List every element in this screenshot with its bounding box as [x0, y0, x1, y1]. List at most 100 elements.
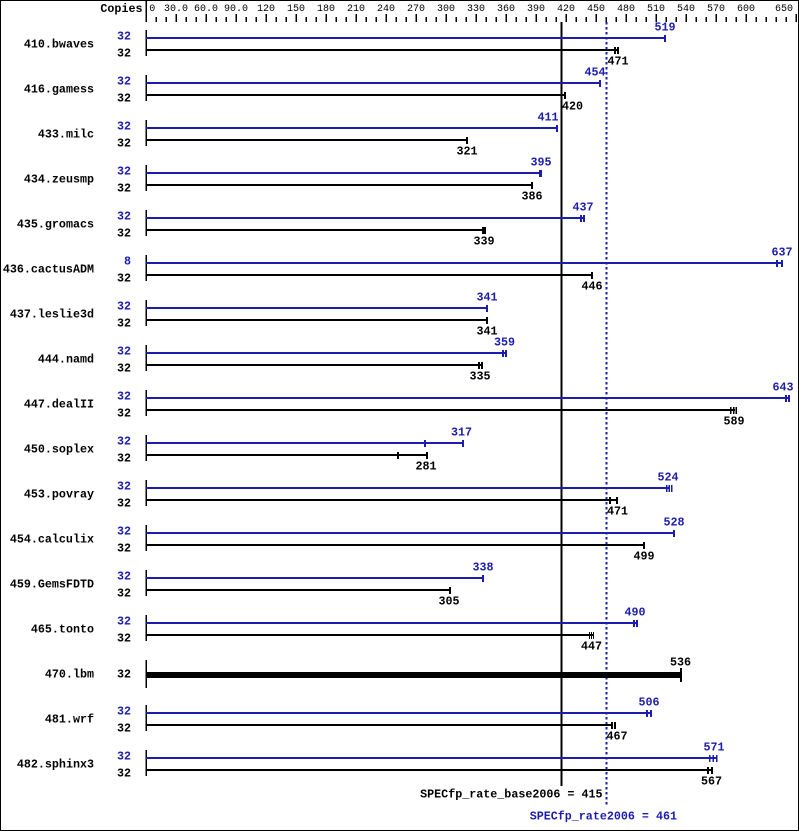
svg-text:SPECfp_rate_base2006 = 415: SPECfp_rate_base2006 = 415 — [420, 788, 602, 802]
svg-text:450.soplex: 450.soplex — [24, 443, 94, 457]
svg-text:481.wrf: 481.wrf — [45, 713, 94, 727]
svg-text:499: 499 — [633, 550, 654, 564]
svg-text:453.povray: 453.povray — [24, 488, 94, 502]
svg-text:60.0: 60.0 — [194, 4, 218, 15]
svg-text:437.leslie3d: 437.leslie3d — [10, 308, 94, 322]
svg-text:32: 32 — [117, 480, 131, 494]
svg-text:341: 341 — [476, 291, 497, 305]
svg-text:359: 359 — [494, 336, 515, 350]
svg-text:436.cactusADM: 436.cactusADM — [3, 263, 94, 277]
svg-text:32: 32 — [117, 120, 131, 134]
svg-text:32: 32 — [117, 497, 131, 511]
svg-text:150: 150 — [287, 4, 305, 15]
svg-text:305: 305 — [438, 595, 459, 609]
svg-text:454: 454 — [584, 66, 605, 80]
svg-text:433.milc: 433.milc — [38, 128, 94, 142]
svg-text:300: 300 — [437, 4, 455, 15]
svg-text:32: 32 — [117, 767, 131, 781]
svg-text:32: 32 — [117, 362, 131, 376]
svg-text:637: 637 — [771, 246, 792, 260]
svg-text:450: 450 — [587, 4, 605, 15]
svg-text:459.GemsFDTD: 459.GemsFDTD — [10, 578, 94, 592]
svg-text:650: 650 — [775, 4, 793, 15]
svg-text:240: 240 — [377, 4, 395, 15]
svg-text:447: 447 — [581, 640, 602, 654]
svg-text:528: 528 — [663, 516, 684, 530]
svg-text:32: 32 — [117, 542, 131, 556]
svg-text:32: 32 — [117, 587, 131, 601]
svg-text:32: 32 — [117, 632, 131, 646]
svg-text:32: 32 — [117, 722, 131, 736]
svg-text:32: 32 — [117, 345, 131, 359]
svg-text:435.gromacs: 435.gromacs — [17, 218, 94, 232]
svg-text:90.0: 90.0 — [224, 4, 248, 15]
svg-text:510: 510 — [647, 4, 665, 15]
svg-text:32: 32 — [117, 317, 131, 331]
svg-text:339: 339 — [473, 235, 494, 249]
svg-text:341: 341 — [476, 325, 497, 339]
svg-text:571: 571 — [703, 741, 724, 755]
svg-text:395: 395 — [530, 156, 551, 170]
svg-text:120: 120 — [257, 4, 275, 15]
svg-text:32: 32 — [117, 525, 131, 539]
svg-text:444.namd: 444.namd — [38, 353, 94, 367]
svg-text:32: 32 — [117, 300, 131, 314]
svg-text:281: 281 — [415, 460, 436, 474]
svg-text:570: 570 — [707, 4, 725, 15]
svg-text:338: 338 — [472, 561, 493, 575]
svg-text:0: 0 — [149, 4, 155, 15]
svg-text:32: 32 — [117, 182, 131, 196]
svg-text:360: 360 — [497, 4, 515, 15]
svg-text:437: 437 — [572, 201, 593, 215]
svg-text:32: 32 — [117, 615, 131, 629]
svg-text:30.0: 30.0 — [164, 4, 188, 15]
svg-text:210: 210 — [347, 4, 365, 15]
svg-text:SPECfp_rate2006 = 461: SPECfp_rate2006 = 461 — [530, 810, 677, 824]
svg-text:335: 335 — [469, 370, 490, 384]
svg-text:317: 317 — [451, 426, 472, 440]
svg-text:471: 471 — [607, 505, 628, 519]
svg-text:420: 420 — [557, 4, 575, 15]
svg-text:32: 32 — [117, 390, 131, 404]
svg-text:32: 32 — [117, 165, 131, 179]
svg-text:390: 390 — [527, 4, 545, 15]
svg-text:32: 32 — [117, 452, 131, 466]
svg-text:482.sphinx3: 482.sphinx3 — [17, 758, 94, 772]
svg-text:446: 446 — [581, 280, 602, 294]
svg-text:519: 519 — [654, 21, 675, 35]
svg-text:270: 270 — [407, 4, 425, 15]
svg-text:410.bwaves: 410.bwaves — [24, 38, 94, 52]
svg-text:411: 411 — [537, 111, 558, 125]
svg-text:32: 32 — [117, 435, 131, 449]
svg-text:454.calculix: 454.calculix — [10, 533, 94, 547]
svg-text:180: 180 — [317, 4, 335, 15]
svg-text:471: 471 — [607, 55, 628, 69]
svg-text:32: 32 — [117, 272, 131, 286]
svg-text:8: 8 — [124, 255, 131, 269]
svg-text:567: 567 — [701, 775, 722, 789]
svg-text:386: 386 — [521, 190, 542, 204]
svg-text:32: 32 — [117, 668, 131, 682]
svg-text:32: 32 — [117, 137, 131, 151]
svg-text:330: 330 — [467, 4, 485, 15]
svg-text:32: 32 — [117, 750, 131, 764]
svg-text:32: 32 — [117, 570, 131, 584]
svg-text:643: 643 — [772, 381, 793, 395]
svg-text:32: 32 — [117, 210, 131, 224]
svg-text:434.zeusmp: 434.zeusmp — [24, 173, 94, 187]
svg-text:447.dealII: 447.dealII — [24, 398, 94, 412]
svg-text:480: 480 — [617, 4, 635, 15]
svg-text:32: 32 — [117, 47, 131, 61]
svg-text:467: 467 — [606, 730, 627, 744]
svg-text:470.lbm: 470.lbm — [45, 668, 94, 682]
svg-text:32: 32 — [117, 407, 131, 421]
svg-text:32: 32 — [117, 705, 131, 719]
svg-text:416.gamess: 416.gamess — [24, 83, 94, 97]
svg-text:Copies: Copies — [100, 2, 142, 16]
svg-text:32: 32 — [117, 227, 131, 241]
svg-text:321: 321 — [456, 145, 477, 159]
svg-text:506: 506 — [638, 696, 659, 710]
svg-text:490: 490 — [624, 606, 645, 620]
svg-text:32: 32 — [117, 92, 131, 106]
svg-text:420: 420 — [562, 100, 583, 114]
